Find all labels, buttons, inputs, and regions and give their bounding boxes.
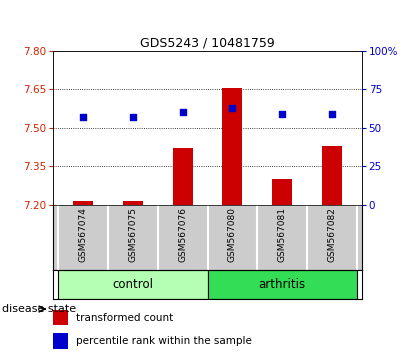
Text: disease state: disease state — [2, 304, 76, 314]
Bar — [208, 270, 357, 299]
Point — [229, 105, 236, 110]
Bar — [272, 179, 292, 205]
Bar — [322, 145, 342, 205]
Text: GSM567081: GSM567081 — [278, 207, 286, 262]
Text: GSM567074: GSM567074 — [79, 207, 88, 262]
Text: arthritis: arthritis — [259, 278, 306, 291]
Point — [180, 109, 186, 115]
Text: transformed count: transformed count — [76, 313, 173, 323]
Bar — [123, 201, 143, 205]
Point — [279, 111, 285, 116]
Text: GSM567076: GSM567076 — [178, 207, 187, 262]
Point — [130, 114, 136, 120]
Bar — [222, 88, 242, 205]
Text: percentile rank within the sample: percentile rank within the sample — [76, 336, 252, 346]
Text: GSM567080: GSM567080 — [228, 207, 237, 262]
Point — [328, 111, 335, 116]
Bar — [53, 333, 68, 348]
Bar — [53, 310, 68, 325]
Title: GDS5243 / 10481759: GDS5243 / 10481759 — [140, 36, 275, 50]
Bar — [58, 270, 208, 299]
Text: GSM567082: GSM567082 — [327, 207, 336, 262]
Bar — [173, 148, 193, 205]
Text: control: control — [113, 278, 153, 291]
Text: GSM567075: GSM567075 — [129, 207, 137, 262]
Bar — [73, 201, 93, 205]
Point — [80, 114, 87, 120]
